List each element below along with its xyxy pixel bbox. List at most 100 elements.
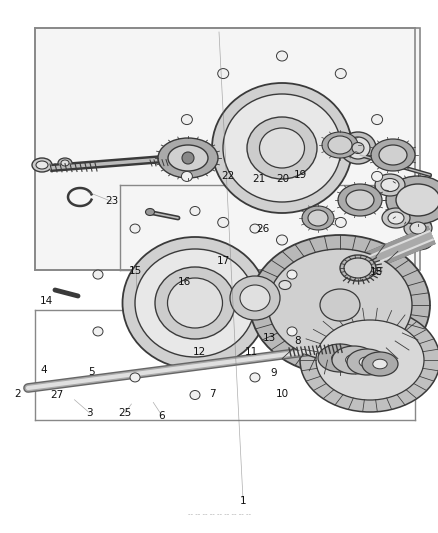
Ellipse shape (347, 349, 387, 375)
Ellipse shape (250, 224, 260, 233)
Ellipse shape (279, 280, 291, 289)
Ellipse shape (259, 128, 304, 168)
Ellipse shape (300, 308, 438, 412)
Ellipse shape (250, 373, 260, 382)
Text: 16: 16 (177, 278, 191, 287)
Ellipse shape (287, 270, 297, 279)
Ellipse shape (268, 249, 412, 361)
Ellipse shape (93, 270, 103, 279)
Ellipse shape (352, 142, 364, 154)
Ellipse shape (250, 235, 430, 375)
Ellipse shape (396, 184, 438, 216)
Text: 10: 10 (276, 390, 289, 399)
Text: 5: 5 (88, 367, 95, 377)
Text: 6: 6 (159, 411, 166, 421)
Text: 17: 17 (217, 256, 230, 266)
Ellipse shape (381, 179, 399, 191)
Ellipse shape (382, 208, 410, 228)
Ellipse shape (404, 236, 432, 250)
Ellipse shape (36, 161, 48, 169)
Ellipse shape (410, 222, 426, 234)
Ellipse shape (223, 94, 341, 202)
Ellipse shape (130, 224, 140, 233)
Ellipse shape (346, 137, 370, 159)
Ellipse shape (335, 69, 346, 78)
Ellipse shape (318, 344, 362, 372)
Ellipse shape (371, 115, 383, 125)
Ellipse shape (375, 174, 405, 196)
Ellipse shape (145, 208, 155, 215)
Ellipse shape (181, 172, 192, 181)
Ellipse shape (302, 206, 334, 230)
Text: 1: 1 (240, 496, 247, 506)
Ellipse shape (212, 83, 352, 213)
Ellipse shape (135, 249, 255, 357)
Ellipse shape (335, 217, 346, 228)
Text: 3: 3 (86, 408, 93, 418)
Text: 19: 19 (293, 170, 307, 180)
Text: -- -- -- -- -- -- -- -- --: -- -- -- -- -- -- -- -- -- (187, 511, 251, 518)
Ellipse shape (158, 138, 218, 178)
Polygon shape (35, 28, 420, 270)
Ellipse shape (338, 184, 382, 216)
Ellipse shape (247, 117, 317, 179)
Text: 7: 7 (209, 390, 216, 399)
Ellipse shape (371, 172, 383, 181)
Ellipse shape (287, 327, 297, 336)
Ellipse shape (328, 136, 352, 154)
Ellipse shape (181, 115, 192, 125)
Text: 20: 20 (276, 174, 289, 183)
Ellipse shape (346, 190, 374, 210)
Ellipse shape (308, 210, 328, 226)
Ellipse shape (190, 391, 200, 400)
Ellipse shape (275, 278, 295, 293)
Ellipse shape (168, 145, 208, 171)
Text: 13: 13 (263, 334, 276, 343)
Text: 21: 21 (252, 174, 265, 183)
Ellipse shape (340, 255, 376, 281)
Ellipse shape (32, 158, 52, 172)
Ellipse shape (316, 320, 424, 400)
Ellipse shape (276, 235, 287, 245)
Text: 11: 11 (245, 347, 258, 357)
Ellipse shape (362, 352, 398, 376)
Ellipse shape (218, 217, 229, 228)
Ellipse shape (388, 212, 404, 224)
Text: 14: 14 (39, 296, 53, 306)
Ellipse shape (332, 346, 376, 374)
Text: 22: 22 (221, 171, 234, 181)
Circle shape (182, 152, 194, 164)
Text: 18: 18 (370, 267, 383, 277)
Text: 26: 26 (256, 224, 269, 234)
Ellipse shape (386, 176, 438, 224)
Text: 12: 12 (193, 347, 206, 357)
Text: 25: 25 (118, 408, 131, 418)
Ellipse shape (190, 206, 200, 215)
Ellipse shape (218, 69, 229, 78)
Ellipse shape (61, 160, 69, 166)
Ellipse shape (275, 292, 295, 306)
Ellipse shape (130, 373, 140, 382)
Ellipse shape (371, 139, 415, 171)
Ellipse shape (346, 354, 362, 366)
Ellipse shape (123, 237, 268, 369)
Ellipse shape (340, 132, 376, 164)
Text: 15: 15 (129, 266, 142, 276)
Ellipse shape (404, 218, 432, 238)
Text: 9: 9 (270, 368, 277, 378)
Ellipse shape (344, 258, 372, 278)
Ellipse shape (422, 193, 438, 217)
Text: 23: 23 (105, 197, 118, 206)
Ellipse shape (58, 158, 72, 168)
Ellipse shape (93, 327, 103, 336)
Text: 8: 8 (294, 336, 301, 346)
Ellipse shape (379, 145, 407, 165)
Ellipse shape (359, 357, 375, 367)
Ellipse shape (332, 352, 348, 364)
Text: 27: 27 (50, 391, 64, 400)
Text: 2: 2 (14, 390, 21, 399)
Text: 4: 4 (40, 366, 47, 375)
Ellipse shape (373, 359, 387, 369)
Ellipse shape (276, 51, 287, 61)
Ellipse shape (167, 278, 223, 328)
